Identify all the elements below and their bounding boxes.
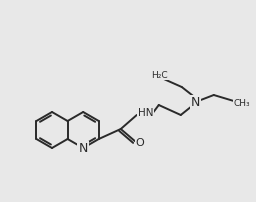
Text: HN: HN [138,108,154,118]
Text: H₂C: H₂C [152,70,168,80]
Text: N: N [191,96,200,108]
Text: O: O [135,138,144,148]
Text: CH₃: CH₃ [233,99,250,107]
Text: N: N [79,141,88,155]
